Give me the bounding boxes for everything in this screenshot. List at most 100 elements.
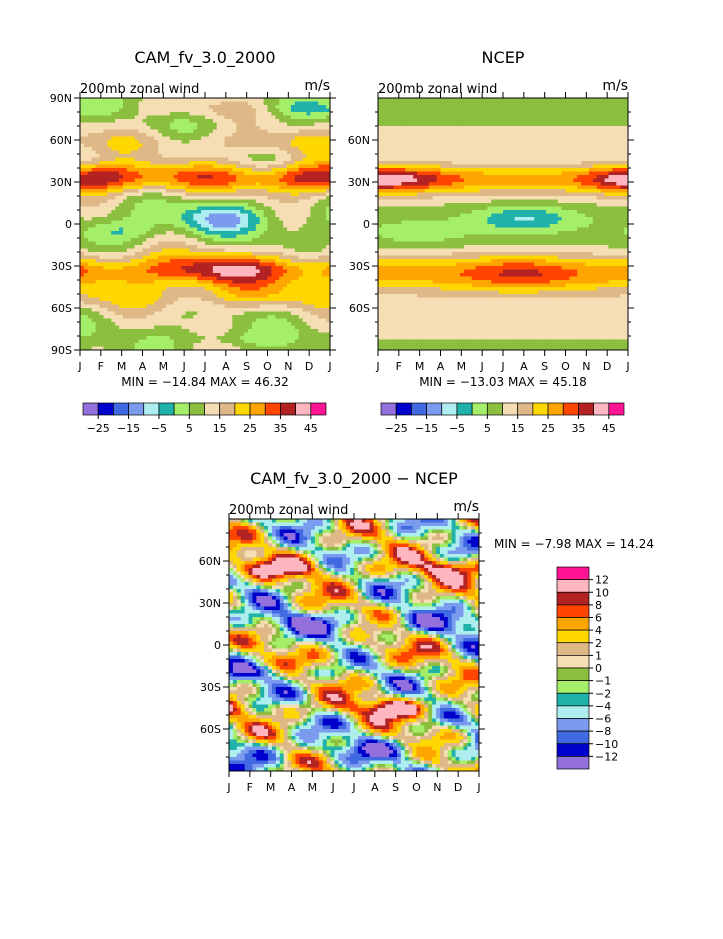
heatmap-cell [174, 161, 178, 165]
heatmap-cell [256, 196, 260, 200]
heatmap-cell [303, 322, 307, 326]
heatmap-cell [80, 203, 84, 207]
heatmap-cell [123, 168, 127, 172]
heatmap-cell [88, 186, 92, 190]
heatmap-cell [283, 133, 287, 137]
heatmap-cell [228, 203, 232, 207]
heatmap-cell [382, 105, 386, 109]
heatmap-cell [577, 105, 581, 109]
heatmap-cell [307, 277, 311, 281]
heatmap-cell [162, 319, 166, 323]
heatmap-cell [291, 252, 295, 256]
heatmap-cell [268, 312, 272, 316]
heatmap-cell [322, 287, 326, 291]
heatmap-cell [252, 235, 256, 239]
heatmap-cell [314, 126, 318, 130]
heatmap-cell [236, 116, 240, 120]
heatmap-cell [322, 154, 326, 158]
heatmap-cell [221, 207, 225, 211]
heatmap-cell [275, 221, 279, 225]
heatmap-cell [123, 207, 127, 211]
heatmap-cell [244, 340, 248, 344]
heatmap-cell [252, 214, 256, 218]
heatmap-cell [80, 147, 84, 151]
heatmap-cell [221, 158, 225, 162]
heatmap-cell [80, 336, 84, 340]
heatmap-cell [158, 126, 162, 130]
heatmap-cell [225, 214, 229, 218]
heatmap-cell [201, 102, 205, 106]
heatmap-cell [275, 291, 279, 295]
heatmap-cell [256, 200, 260, 204]
heatmap-cell [209, 137, 213, 141]
heatmap-cell [143, 231, 147, 235]
heatmap-cell [127, 123, 131, 127]
heatmap-cell [189, 329, 193, 333]
heatmap-cell [123, 326, 127, 330]
heatmap-cell [318, 196, 322, 200]
heatmap-cell [162, 161, 166, 165]
heatmap-cell [314, 231, 318, 235]
heatmap-cell [96, 144, 100, 148]
x-tick-label: O [263, 360, 272, 373]
heatmap-cell [139, 284, 143, 288]
heatmap-cell [150, 329, 154, 333]
heatmap-cell [413, 102, 417, 106]
heatmap-cell [127, 340, 131, 344]
heatmap-cell [221, 270, 225, 274]
heatmap-cell [185, 249, 189, 253]
heatmap-cell [115, 133, 119, 137]
heatmap-cell [322, 151, 326, 155]
heatmap-cell [291, 315, 295, 319]
heatmap-cell [174, 189, 178, 193]
heatmap-cell [322, 277, 326, 281]
heatmap-cell [139, 123, 143, 127]
heatmap-cell [256, 186, 260, 190]
heatmap-cell [139, 147, 143, 151]
heatmap-cell [310, 179, 314, 183]
heatmap-cell [154, 137, 158, 141]
heatmap-cell [252, 168, 256, 172]
heatmap-cell [127, 270, 131, 274]
heatmap-cell [84, 301, 88, 305]
heatmap-cell [182, 273, 186, 277]
heatmap-cell [115, 238, 119, 242]
heatmap-cell [150, 112, 154, 116]
heatmap-cell [303, 326, 307, 330]
heatmap-cell [123, 245, 127, 249]
heatmap-cell [80, 277, 84, 281]
heatmap-cell [248, 116, 252, 120]
heatmap-cell [256, 336, 260, 340]
heatmap-cell [92, 168, 96, 172]
heatmap-cell [88, 172, 92, 176]
heatmap-cell [491, 105, 495, 109]
heatmap-cell [268, 326, 272, 330]
heatmap-cell [189, 123, 193, 127]
heatmap-cell [166, 228, 170, 232]
heatmap-cell [240, 343, 244, 347]
heatmap-cell [275, 245, 279, 249]
heatmap-cell [244, 147, 248, 151]
heatmap-cell [162, 154, 166, 158]
heatmap-cell [205, 284, 209, 288]
heatmap-cell [146, 102, 150, 106]
heatmap-cell [303, 161, 307, 165]
heatmap-cell [107, 186, 111, 190]
heatmap-cell [303, 270, 307, 274]
heatmap-cell [197, 214, 201, 218]
heatmap-cell [240, 322, 244, 326]
heatmap-cell [217, 245, 221, 249]
heatmap-cell [264, 119, 268, 123]
heatmap-cell [275, 259, 279, 263]
heatmap-cell [271, 196, 275, 200]
heatmap-cell [166, 182, 170, 186]
heatmap-cell [310, 259, 314, 263]
heatmap-cell [111, 308, 115, 312]
heatmap-cell [107, 203, 111, 207]
heatmap-cell [92, 179, 96, 183]
heatmap-cell [150, 179, 154, 183]
heatmap-cell [119, 147, 123, 151]
heatmap-cell [182, 196, 186, 200]
heatmap-cell [303, 298, 307, 302]
heatmap-cell [115, 102, 119, 106]
